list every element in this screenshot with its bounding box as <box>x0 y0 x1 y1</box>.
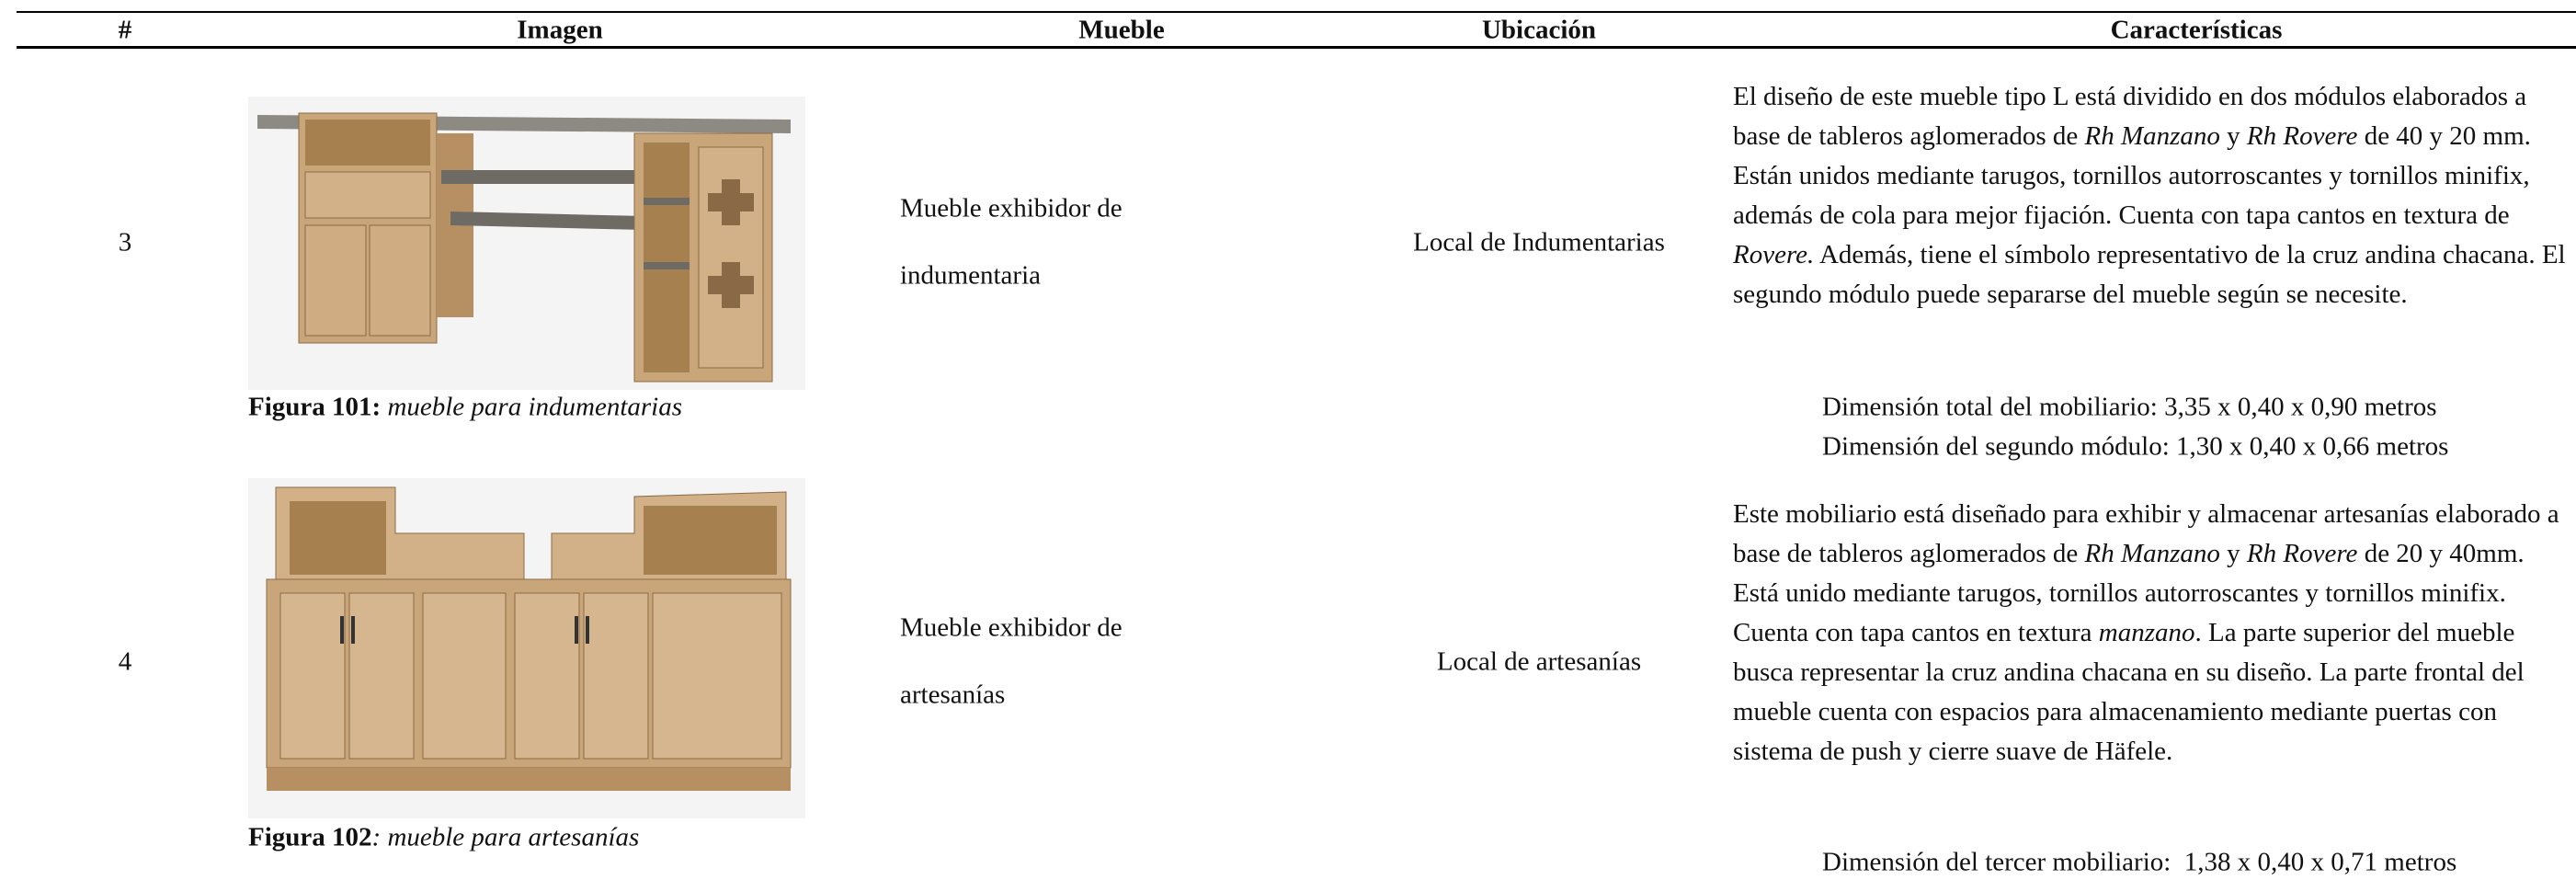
header: # <box>118 15 132 45</box>
caption-text: : mueble para artesanías <box>371 822 640 852</box>
description-text: El diseño de este mueble tipo L está div… <box>1733 82 2534 151</box>
description-italic: Rh Rovere <box>2246 121 2358 151</box>
description-text: Además, tiene el símbolo representativo … <box>1733 240 2572 309</box>
row-number: 4 <box>118 646 132 677</box>
dimension: Dimensión del tercer mobiliario: 1,38 x … <box>1822 847 2457 877</box>
header: Mueble <box>1078 15 1165 45</box>
figure-caption: Figura 101: mueble para indumentarias <box>248 393 682 423</box>
ubicacion-text: Local de artesanías <box>1436 646 1642 677</box>
figure-caption: Figura 102: mueble para artesanías <box>248 823 639 853</box>
description-text: y <box>2219 539 2247 568</box>
header: Características <box>2110 15 2283 45</box>
description-italic: Rh Manzano <box>2084 121 2220 151</box>
furniture-image <box>248 97 805 390</box>
header-rule <box>17 46 2576 49</box>
caption-text: mueble para indumentarias <box>381 392 683 422</box>
description-italic: Rh Manzano <box>2084 539 2220 568</box>
caption-label: Figura 101: <box>248 392 382 422</box>
ubicacion-text: Local de Indumentarias <box>1413 227 1665 257</box>
header: Imagen <box>517 15 603 45</box>
description-italic: Rh Rovere <box>2246 539 2358 568</box>
dimension: Dimensión del segundo módulo: 1,30 x 0,4… <box>1822 431 2449 462</box>
row-number: 3 <box>118 227 132 257</box>
description-text: Este mobiliario está diseñado para exhib… <box>1733 499 2566 568</box>
mueble-text: indumentaria <box>900 260 1042 291</box>
mueble-text: Mueble exhibidor de <box>900 612 1123 643</box>
description-text: . La parte superior del mueble busca rep… <box>1733 618 2531 766</box>
description-text: de 40 y 20 mm. Están unidos mediante tar… <box>1733 121 2538 230</box>
dimension: Dimensión total del mobiliario: 3,35 x 0… <box>1822 392 2437 422</box>
description: El diseño de este mueble tipo L está div… <box>1733 77 2574 314</box>
top-rule <box>17 11 2576 13</box>
furniture-image <box>248 478 805 818</box>
mueble-text: artesanías <box>900 680 1006 710</box>
description: Este mobiliario está diseñado para exhib… <box>1733 495 2574 771</box>
caption-label: Figura 102 <box>248 822 372 852</box>
header: Ubicación <box>1481 15 1597 45</box>
mueble-text: Mueble exhibidor de <box>900 193 1123 223</box>
description-text: de 20 y 40mm. Está unido mediante tarugo… <box>1733 539 2531 647</box>
description-italic: manzano <box>2098 618 2195 647</box>
description-text: y <box>2219 121 2247 151</box>
description-italic: Rovere. <box>1733 240 1815 269</box>
